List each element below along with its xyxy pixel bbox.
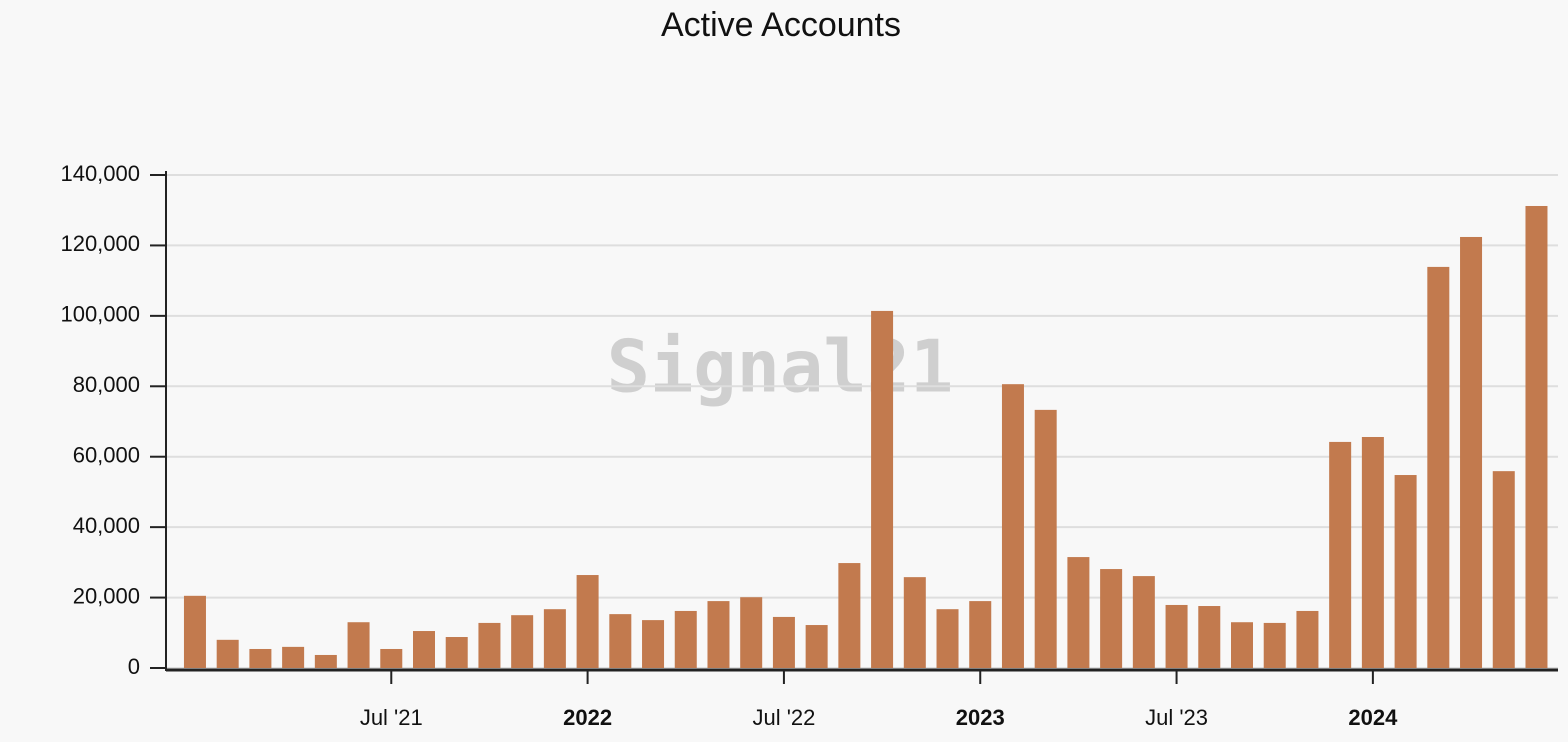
x-tick-label: 2022: [563, 705, 612, 730]
bar: [871, 310, 894, 668]
bar: [674, 610, 697, 668]
bar: [1100, 569, 1123, 668]
bar: [642, 620, 665, 668]
y-tick-label: 100,000: [60, 302, 140, 327]
bar: [609, 614, 632, 668]
x-tick-label: Jul '22: [752, 705, 815, 730]
x-tick-label: Jul '23: [1145, 705, 1208, 730]
x-tick-label: 2023: [956, 705, 1005, 730]
y-tick-label: 20,000: [73, 583, 140, 608]
bar: [1198, 606, 1221, 668]
bar: [1296, 610, 1319, 668]
bar: [1034, 409, 1057, 668]
x-tick-label: 2024: [1348, 705, 1398, 730]
bar: [936, 609, 959, 668]
bar: [216, 639, 239, 668]
bar: [445, 637, 468, 668]
bar: [903, 577, 926, 668]
bar: [183, 595, 206, 668]
bar: [772, 616, 795, 668]
bar: [314, 654, 337, 668]
bar: [1165, 604, 1188, 668]
y-tick-label: 60,000: [73, 443, 140, 468]
bar: [380, 648, 403, 668]
bar: [1329, 441, 1352, 668]
y-tick-label: 120,000: [60, 231, 140, 256]
bar: [543, 609, 566, 668]
bar: [347, 622, 370, 668]
bar: [1460, 236, 1483, 668]
chart-title: Active Accounts: [661, 6, 901, 44]
bar: [1427, 266, 1450, 668]
bar: [1067, 557, 1090, 668]
bar: [805, 625, 828, 668]
bar: [1525, 205, 1548, 668]
bar: [1263, 622, 1286, 668]
y-tick-label: 40,000: [73, 513, 140, 538]
bar: [413, 631, 435, 668]
bar: [1361, 436, 1384, 668]
bar: [1132, 576, 1155, 668]
bar: [838, 563, 861, 668]
bar: [1394, 475, 1417, 668]
x-tick-label: Jul '21: [360, 705, 423, 730]
bar: [707, 601, 730, 668]
bar: [511, 615, 534, 668]
bar: [282, 646, 305, 668]
bar: [969, 601, 992, 668]
bar: [1231, 622, 1253, 668]
y-tick-label: 140,000: [60, 161, 140, 186]
bar: [1492, 471, 1515, 668]
bar: [576, 575, 599, 668]
y-tick-label: 0: [128, 654, 140, 679]
watermark: Signal21: [607, 325, 954, 409]
bar: [478, 622, 501, 668]
bar: [740, 597, 763, 668]
bar: [249, 648, 272, 668]
bar: [1001, 384, 1024, 668]
y-tick-label: 80,000: [73, 372, 140, 397]
